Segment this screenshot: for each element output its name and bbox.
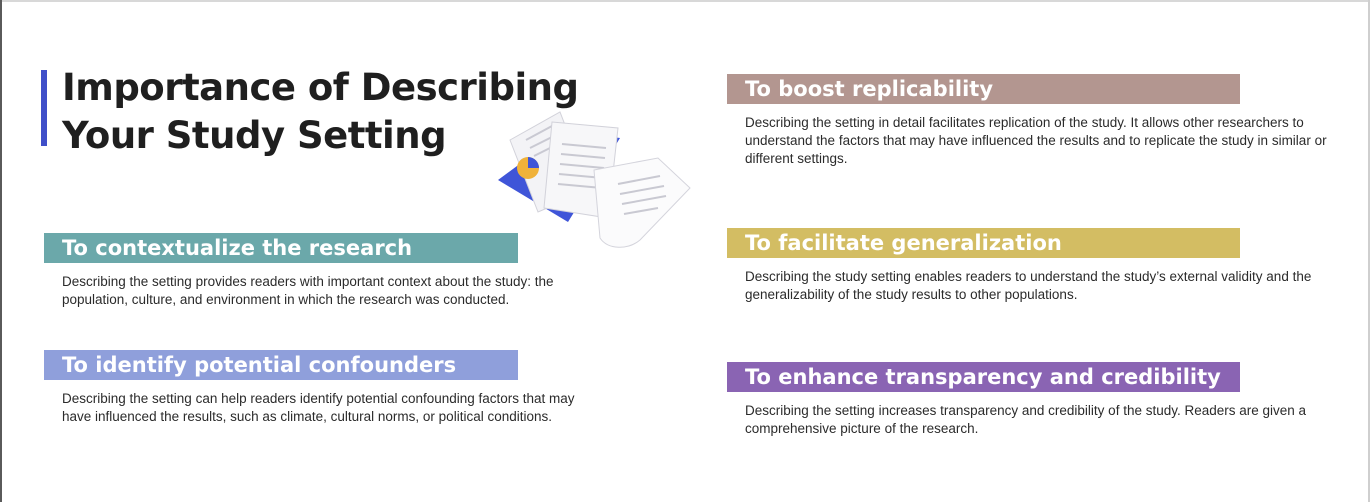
section-body: Describing the study setting enables rea… xyxy=(745,269,1312,302)
section-heading: To facilitate generalization xyxy=(727,228,1240,258)
section-heading: To boost replicability xyxy=(727,74,1240,104)
section-confounders: To identify potential confounders Descri… xyxy=(44,350,604,426)
title-line-1: Importance of Describing xyxy=(62,66,579,109)
top-border xyxy=(0,0,1370,2)
section-generalization: To facilitate generalization Describing … xyxy=(727,228,1363,304)
section-contextualize: To contextualize the research Describing… xyxy=(44,233,604,309)
page-title: Importance of Describing Your Study Sett… xyxy=(62,64,602,160)
documents-with-pie-chart-icon xyxy=(498,111,691,248)
section-body: Describing the setting in detail facilit… xyxy=(745,115,1327,166)
section-transparency: To enhance transparency and credibility … xyxy=(727,362,1363,438)
section-heading: To contextualize the research xyxy=(44,233,518,263)
section-heading: To identify potential confounders xyxy=(44,350,518,380)
section-body: Describing the setting provides readers … xyxy=(62,274,554,307)
right-border xyxy=(1368,0,1370,502)
section-heading: To enhance transparency and credibility xyxy=(727,362,1240,392)
left-border xyxy=(0,0,2,502)
section-body: Describing the setting can help readers … xyxy=(62,391,575,424)
title-accent-bar xyxy=(41,70,47,146)
section-replicability: To boost replicability Describing the se… xyxy=(727,74,1363,168)
section-body: Describing the setting increases transpa… xyxy=(745,403,1307,436)
title-line-2: Your Study Setting xyxy=(62,114,447,157)
